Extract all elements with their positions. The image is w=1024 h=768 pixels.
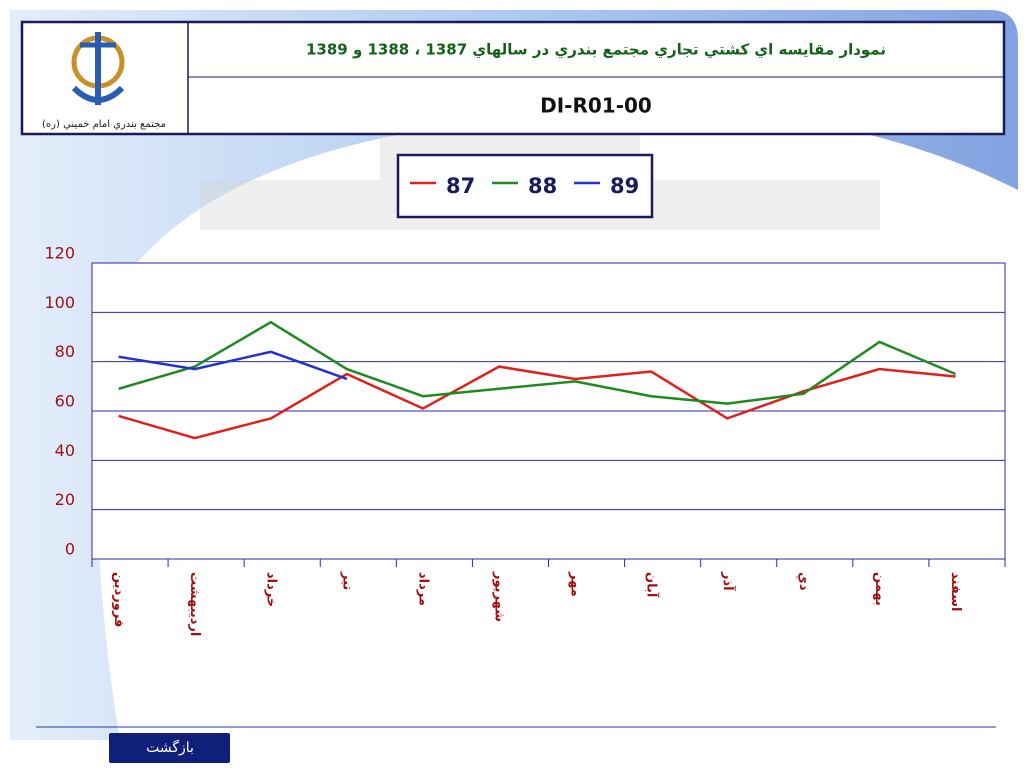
y-tick-label: 0 bbox=[65, 540, 75, 559]
header-box bbox=[20, 20, 1006, 136]
series-line bbox=[118, 350, 348, 381]
series-line bbox=[118, 365, 956, 440]
header-code: DI-R01-00 bbox=[540, 94, 652, 118]
y-tick-label: 80 bbox=[55, 342, 75, 361]
y-tick-label: 60 bbox=[55, 392, 75, 411]
x-tick-label: بهمن bbox=[872, 572, 887, 606]
y-tick-label: 20 bbox=[55, 490, 75, 509]
header-title: نمودار مقايسه اي كشتي تجاري مجتمع بندري … bbox=[306, 41, 886, 60]
x-tick-label: ارديبهشت bbox=[187, 572, 202, 636]
y-tick-label: 120 bbox=[44, 244, 75, 263]
legend-label: 88 bbox=[528, 174, 557, 198]
x-tick-label: مهر bbox=[568, 571, 583, 597]
back-button[interactable] bbox=[109, 733, 230, 763]
y-tick-label: 40 bbox=[55, 441, 75, 460]
y-tick-label: 100 bbox=[44, 293, 75, 312]
x-tick-label: تير bbox=[339, 571, 354, 590]
x-tick-label: خرداد bbox=[263, 572, 278, 607]
x-tick-label: آذر bbox=[720, 571, 737, 591]
logo bbox=[71, 32, 125, 105]
legend-label: 89 bbox=[610, 174, 639, 198]
series-line bbox=[118, 320, 957, 405]
legend-box bbox=[396, 153, 654, 219]
x-tick-label: دي bbox=[796, 572, 811, 591]
x-tick-label: مرداد bbox=[415, 572, 430, 606]
legend-label: 87 bbox=[446, 174, 475, 198]
x-tick-label: اسفند bbox=[948, 572, 963, 611]
logo-caption: مجتمع بندري امام خميني (ره) bbox=[42, 119, 166, 130]
x-tick-label: آبان bbox=[644, 572, 661, 598]
x-tick-label: شهريور bbox=[492, 571, 507, 622]
back-button-label[interactable]: بازگشت bbox=[146, 739, 194, 756]
x-tick-label: فروردين bbox=[111, 572, 126, 627]
